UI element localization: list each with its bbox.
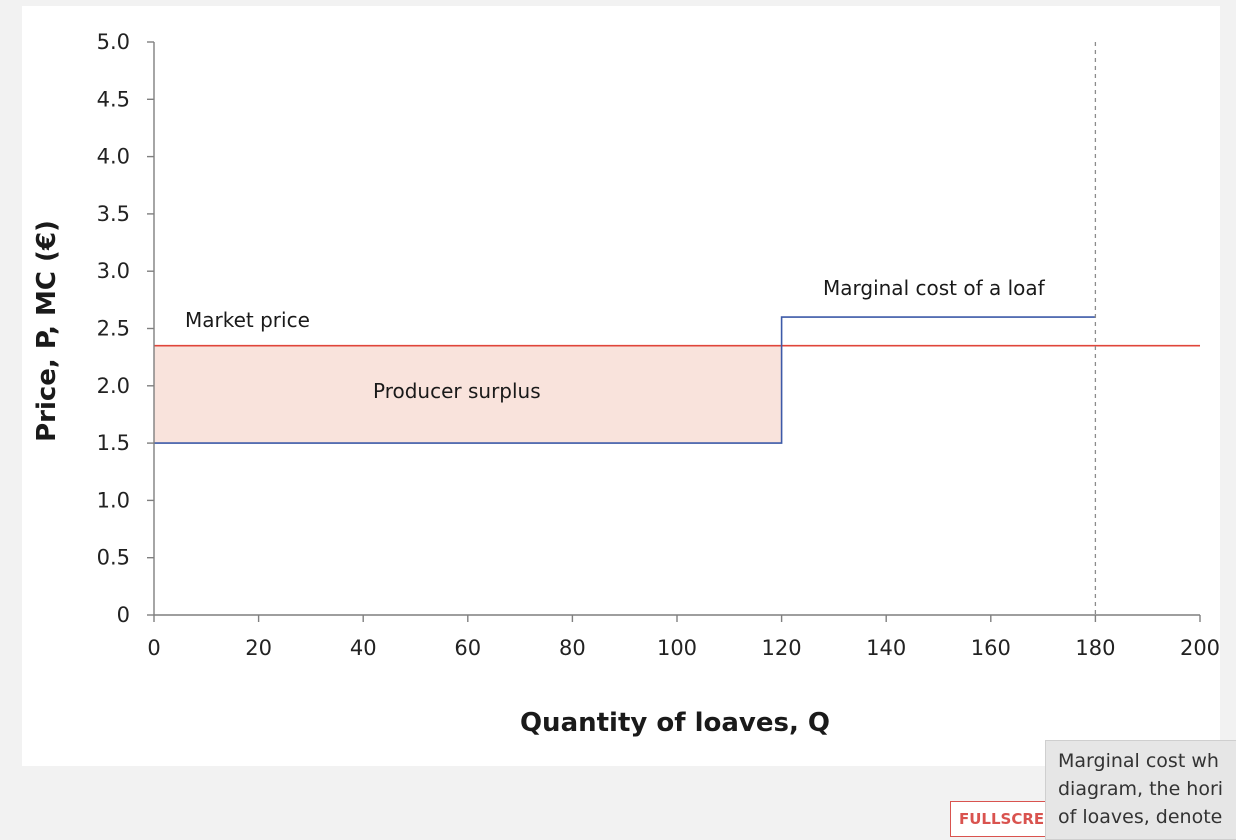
marginal-cost-label: Marginal cost of a loaf [823,276,1046,300]
x-axis-title: Quantity of loaves, Q [520,708,830,738]
x-tick-label: 140 [866,636,906,660]
x-tick-label: 0 [147,636,160,660]
y-tick-label: 0.5 [97,546,130,570]
y-tick-label: 4.5 [97,87,130,111]
marginal-cost-line [154,316,1096,444]
y-axis-title: Price, P, MC (€) [32,220,62,442]
x-tick-labels: 0 20 40 60 80 100 120 140 160 180 200 [147,636,1220,660]
y-tick-label: 5.0 [97,30,130,54]
x-tick-label: 160 [971,636,1011,660]
x-tick-label: 20 [245,636,272,660]
y-tick-label: 1.0 [97,488,130,512]
x-tick-label: 40 [350,636,377,660]
y-tick-labels: 0 0.5 1.0 1.5 2.0 2.5 3.0 3.5 4.0 4.5 5.0 [97,30,130,627]
caption-tooltip: Marginal cost wh diagram, the hori of lo… [1045,740,1236,840]
y-tick-label: 3.0 [97,259,130,283]
producer-surplus-region [154,345,782,444]
x-tick-label: 100 [657,636,697,660]
tooltip-line-2: diagram, the hori [1058,778,1224,800]
x-tick-label: 80 [559,636,586,660]
x-tick-label: 200 [1180,636,1220,660]
y-tick-label: 2.5 [97,317,130,341]
y-tick-label: 2.0 [97,374,130,398]
fullscreen-button[interactable]: FULLSCRE [950,801,1060,837]
market-price-label: Market price [185,308,310,332]
y-tick-label: 0 [117,603,130,627]
chart-svg: 0 20 40 60 80 100 120 140 160 180 200 0 0.5 1.0 1.5 2.… [32,30,1220,738]
x-tick-label: 60 [454,636,481,660]
producer-surplus-label: Producer surplus [373,379,541,403]
x-tick-label: 180 [1075,636,1115,660]
tooltip-line-3: of loaves, denote [1058,806,1223,828]
tooltip-line-1: Marginal cost wh [1058,750,1219,772]
chart-panel: 0 20 40 60 80 100 120 140 160 180 200 0 0.5 1.0 1.5 2.… [22,6,1220,766]
x-tick-label: 120 [762,636,802,660]
y-tick-label: 1.5 [97,431,130,455]
y-tick-label: 4.0 [97,145,130,169]
axes [147,41,1201,622]
y-tick-label: 3.5 [97,202,130,226]
